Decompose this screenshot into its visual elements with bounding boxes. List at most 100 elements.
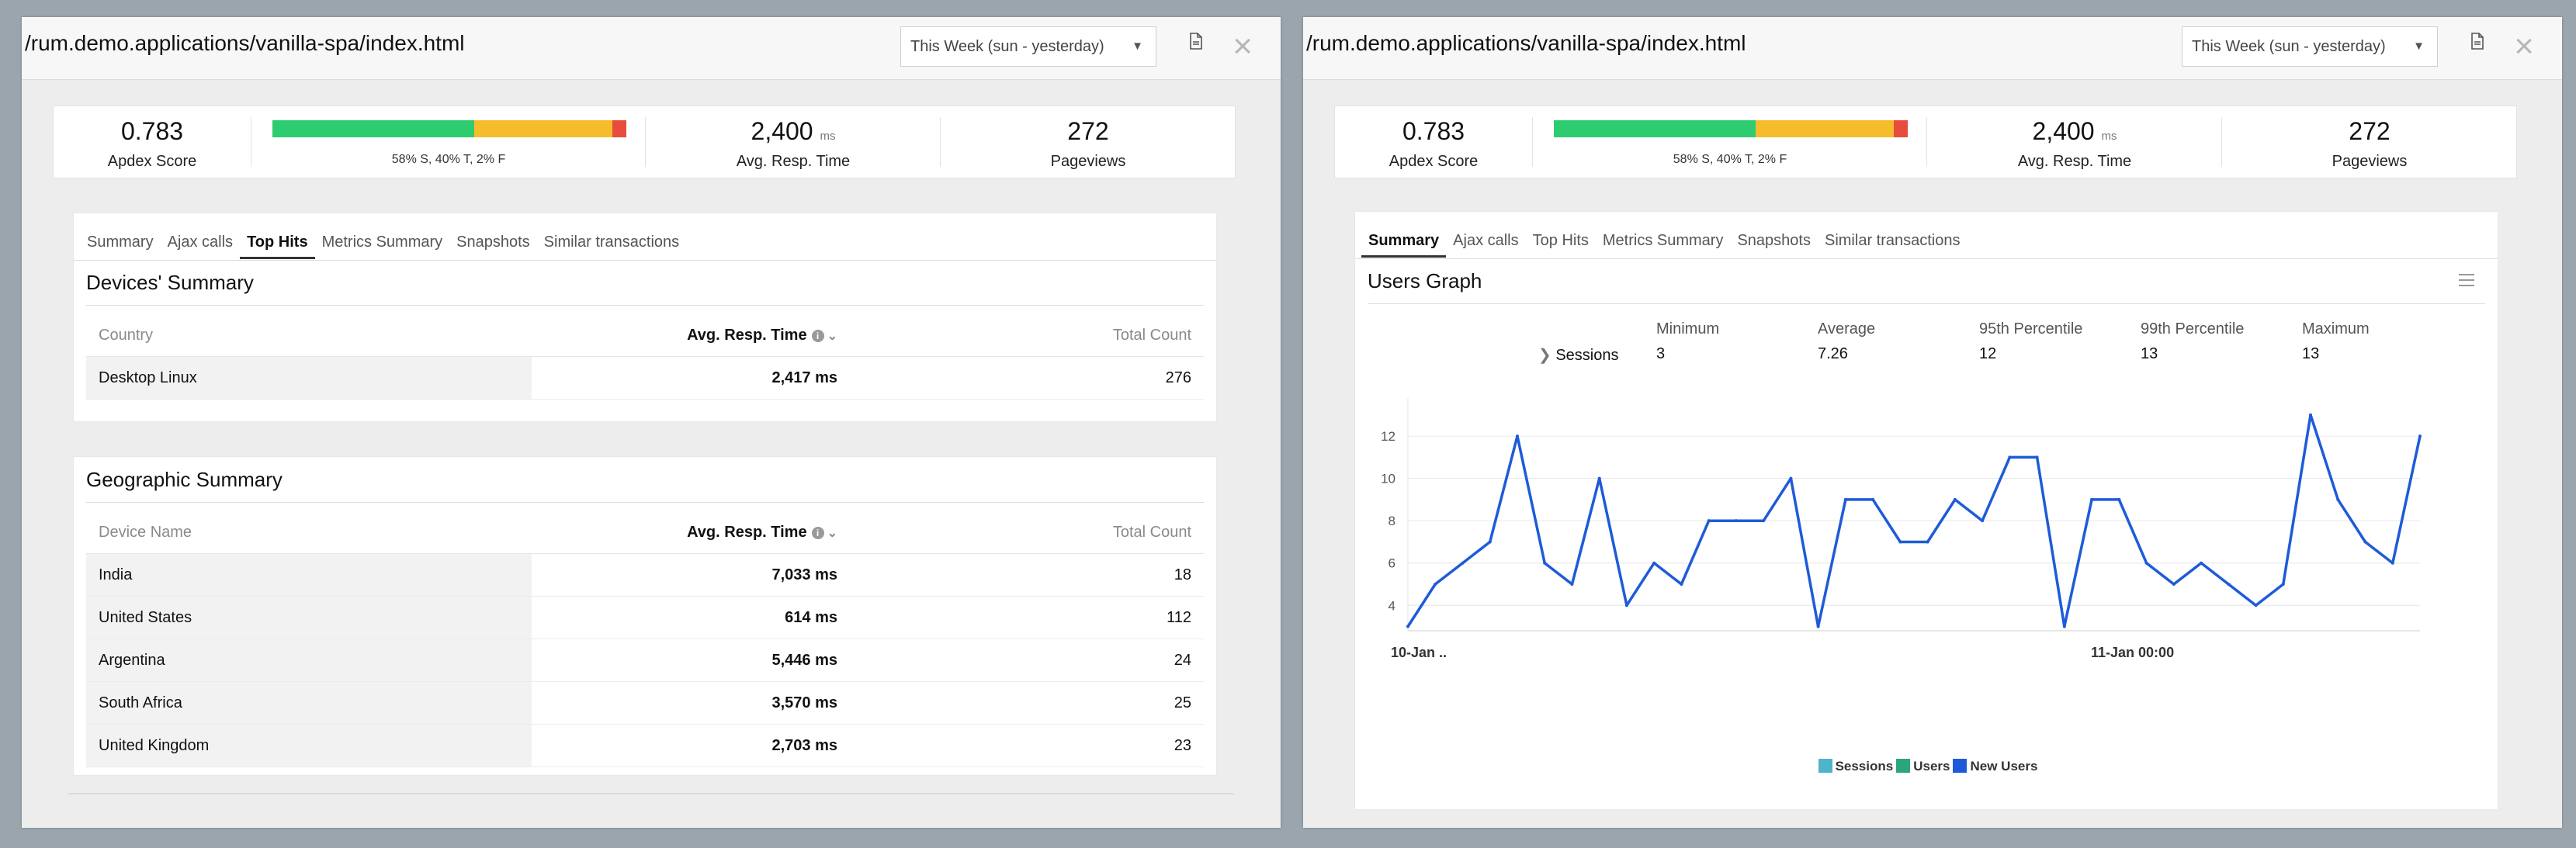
data-point[interactable]	[2200, 561, 2203, 565]
data-point[interactable]	[1981, 519, 1985, 523]
divider	[1926, 117, 1927, 167]
data-point[interactable]	[1707, 519, 1711, 523]
apdex-breakdown-kpi: 58% S, 40% T, 2% F	[1534, 106, 1926, 178]
table-row[interactable]: United Kingdom 2,703 ms 23	[86, 724, 1204, 767]
pageviews-kpi: 272 Pageviews	[941, 106, 1235, 178]
column-header-avg-resp-time[interactable]: Avg. Resp. Time i ⌄	[532, 511, 850, 554]
cell-total-count: 112	[850, 596, 1204, 639]
data-point[interactable]	[2035, 455, 2039, 459]
data-point[interactable]	[2172, 583, 2176, 586]
tab-metrics-summary[interactable]: Metrics Summary	[1602, 232, 1724, 249]
tab-ajax-calls[interactable]: Ajax calls	[167, 234, 234, 251]
users-line-chart[interactable]: 4 6 8 10 12 10-Jan .. 11-Jan 00:00	[1355, 382, 2498, 755]
column-header-country[interactable]: Country	[86, 314, 532, 357]
tab-summary[interactable]: Summary	[87, 234, 154, 251]
legend-item[interactable]: Users	[1893, 759, 1950, 774]
date-range-select[interactable]: This Week (sun - yesterday) ▼	[900, 26, 1156, 67]
info-icon[interactable]: i	[811, 526, 824, 539]
data-point[interactable]	[1953, 497, 1957, 501]
close-icon[interactable]: ×	[2514, 27, 2534, 65]
apdex-breakdown-kpi: 58% S, 40% T, 2% F	[252, 106, 645, 178]
data-point[interactable]	[1652, 561, 1656, 565]
series-line-new-users[interactable]	[1406, 414, 2422, 628]
date-range-select[interactable]: This Week (sun - yesterday) ▼	[2182, 26, 2438, 67]
chevron-right-icon: ❯	[1538, 347, 1551, 364]
data-point[interactable]	[1461, 561, 1465, 565]
stat-value-maximum: 13	[2302, 345, 2320, 362]
tab-metrics-summary[interactable]: Metrics Summary	[321, 234, 443, 251]
export-document-icon[interactable]	[2470, 33, 2484, 50]
divider	[645, 117, 646, 167]
chevron-down-icon: ▼	[1132, 40, 1143, 53]
pageviews-value: 272	[2349, 117, 2391, 145]
data-point[interactable]	[2336, 497, 2340, 501]
resp-time-kpi: 2,400 ms Avg. Resp. Time	[647, 106, 940, 178]
data-point[interactable]	[1762, 519, 1766, 523]
data-point[interactable]	[1406, 625, 1409, 628]
tab-ajax-calls[interactable]: Ajax calls	[1453, 232, 1519, 249]
tab-snapshots[interactable]: Snapshots	[456, 234, 530, 251]
data-point[interactable]	[2144, 561, 2148, 565]
data-point[interactable]	[2117, 497, 2121, 501]
data-point[interactable]	[1515, 434, 1519, 438]
data-point[interactable]	[1680, 583, 1683, 586]
data-point[interactable]	[1843, 497, 1847, 501]
data-point[interactable]	[1898, 540, 1902, 544]
column-header-total-count[interactable]: Total Count	[850, 314, 1204, 357]
column-header-device-name[interactable]: Device Name	[86, 511, 532, 554]
data-point[interactable]	[1816, 625, 1820, 628]
tab-snapshots[interactable]: Snapshots	[1737, 232, 1811, 249]
divider	[2221, 117, 2222, 167]
tab-similar-transactions[interactable]: Similar transactions	[543, 234, 680, 251]
data-point[interactable]	[1624, 604, 1628, 607]
chevron-down-icon: ⌄	[827, 526, 837, 540]
column-header-total-count[interactable]: Total Count	[850, 511, 1204, 554]
legend-swatch	[1953, 759, 1968, 773]
data-point[interactable]	[1926, 540, 1929, 544]
tab-summary[interactable]: Summary	[1361, 226, 1447, 258]
divider	[940, 117, 941, 167]
export-document-icon[interactable]	[1189, 33, 1203, 50]
data-point[interactable]	[2062, 625, 2066, 628]
data-point[interactable]	[2227, 583, 2231, 586]
tab-top-hits[interactable]: Top Hits	[240, 227, 315, 259]
data-point[interactable]	[2309, 413, 2313, 417]
apdex-segment	[612, 120, 626, 137]
info-icon[interactable]: i	[811, 329, 824, 342]
chevron-down-icon: ⌄	[827, 329, 837, 343]
data-point[interactable]	[1488, 540, 1492, 544]
data-point[interactable]	[1789, 476, 1793, 480]
stats-row-sessions[interactable]: ❯ Sessions	[1538, 347, 1619, 364]
data-point[interactable]	[1570, 583, 1574, 586]
tab-similar-transactions[interactable]: Similar transactions	[1824, 232, 1961, 249]
data-point[interactable]	[1871, 497, 1875, 501]
apdex-segment	[272, 120, 474, 137]
data-point[interactable]	[2363, 540, 2367, 544]
hamburger-menu-icon[interactable]	[2459, 274, 2474, 290]
data-point[interactable]	[1597, 476, 1601, 480]
data-point[interactable]	[2418, 434, 2422, 438]
table-row[interactable]: India 7,033 ms 18	[86, 553, 1204, 597]
close-icon[interactable]: ×	[1233, 27, 1253, 65]
table-row[interactable]: United States 614 ms 112	[86, 596, 1204, 639]
data-point[interactable]	[1434, 583, 1437, 586]
panel-header: /rum.demo.applications/vanilla-spa/index…	[22, 17, 1281, 80]
data-point[interactable]	[1543, 561, 1547, 565]
tab-top-hits[interactable]: Top Hits	[1532, 232, 1589, 249]
column-header-avg-resp-time[interactable]: Avg. Resp. Time i ⌄	[532, 314, 850, 357]
cell-name: United States	[86, 596, 532, 639]
legend-item[interactable]: New Users	[1950, 759, 2037, 774]
data-point[interactable]	[2008, 455, 2012, 459]
apdex-label: Apdex Score	[1389, 153, 1479, 170]
table-row[interactable]: South Africa 3,570 ms 25	[86, 681, 1204, 725]
legend-item[interactable]: Sessions	[1815, 759, 1893, 774]
data-point[interactable]	[2281, 583, 2285, 586]
apdex-kpi: 0.783 Apdex Score	[1335, 106, 1532, 178]
table-row[interactable]: Desktop Linux 2,417 ms 276	[86, 356, 1204, 400]
data-point[interactable]	[2391, 561, 2394, 565]
data-point[interactable]	[1734, 519, 1738, 523]
data-point[interactable]	[2090, 497, 2094, 501]
cell-total-count: 25	[850, 681, 1204, 725]
table-row[interactable]: Argentina 5,446 ms 24	[86, 639, 1204, 682]
data-point[interactable]	[2254, 604, 2258, 607]
